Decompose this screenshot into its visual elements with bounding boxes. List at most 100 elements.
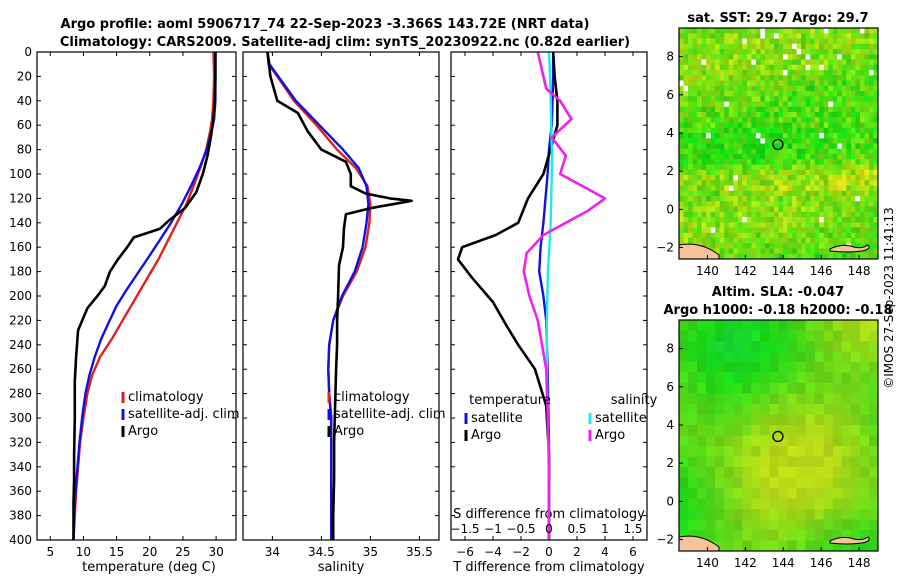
map-cell: [679, 38, 685, 45]
map-cell: [728, 185, 734, 192]
map-cell: [742, 54, 748, 61]
map-cell: [832, 232, 838, 239]
map-cell: [796, 59, 802, 66]
map-cell: [751, 28, 757, 34]
map-cell: [697, 112, 703, 118]
map-cell: [869, 43, 875, 50]
map-cell: [679, 383, 689, 395]
xtick-label: 30: [208, 545, 223, 559]
map-cell: [701, 201, 707, 208]
map-cell: [859, 446, 870, 458]
map-cell: [832, 91, 838, 97]
map-cell: [724, 227, 730, 234]
map-cell: [832, 133, 838, 139]
map-cell: [751, 372, 761, 384]
map-cell: [805, 217, 811, 223]
map-cell: [837, 127, 843, 134]
map-cell: [864, 222, 870, 229]
map-cell: [796, 80, 802, 87]
map-cell: [846, 127, 852, 134]
map-cell: [715, 154, 721, 160]
map-cell: [819, 175, 825, 181]
map-cell: [850, 169, 856, 176]
map-cell: [751, 101, 757, 108]
map-cell: [832, 253, 838, 259]
map-cell: [850, 143, 856, 150]
map-cell: [859, 148, 865, 155]
map-cell: [855, 175, 861, 181]
map-cell: [846, 164, 852, 171]
map-cell: [841, 467, 852, 479]
map-cell: [737, 196, 743, 202]
map-cell: [701, 148, 707, 155]
map-cell: [778, 117, 784, 124]
map-cell: [755, 143, 761, 150]
map-cell: [805, 101, 811, 108]
map-cell: [823, 425, 834, 437]
map-cell: [746, 28, 752, 34]
map-cell: [778, 253, 784, 259]
map-cell: [814, 217, 820, 223]
map-cell: [801, 148, 807, 155]
map-cell: [814, 211, 820, 218]
map-cell: [850, 164, 856, 171]
map-cell: [792, 112, 798, 118]
map-cell: [805, 341, 816, 353]
map-cell: [850, 393, 861, 405]
map-cell: [755, 148, 761, 155]
map-cell: [828, 180, 834, 187]
map-cell: [706, 180, 712, 187]
map-cell: [724, 404, 734, 416]
map-cell: [787, 351, 798, 363]
map-cell: [859, 59, 865, 66]
map-cell: [837, 175, 843, 181]
map-cell: [679, 238, 685, 244]
map-cell: [846, 196, 852, 202]
map-cell: [873, 175, 878, 181]
map-cell: [778, 211, 784, 218]
map-cell: [706, 148, 712, 155]
map-cell: [706, 467, 716, 479]
map-cell: [837, 222, 843, 229]
map-cell: [733, 190, 739, 197]
map-cell: [783, 33, 789, 40]
map-cell: [733, 201, 739, 208]
map-cell: [710, 112, 716, 118]
map-cell: [823, 498, 834, 510]
map-cell: [823, 38, 829, 45]
map-cell: [787, 175, 793, 181]
map-cell: [733, 222, 739, 229]
map-cell: [697, 148, 703, 155]
map-cell: [814, 456, 825, 468]
map-cell: [796, 169, 802, 176]
xtick-label: 148: [848, 556, 871, 570]
map-cell: [683, 238, 689, 244]
map-cell: [697, 54, 703, 61]
map-cell: [701, 101, 707, 108]
map-cell: [710, 217, 716, 223]
map-cell: [742, 456, 752, 468]
map-cell: [755, 196, 761, 202]
ytick-label: 200: [9, 289, 32, 303]
map-cell: [697, 201, 703, 208]
map-cell: [679, 201, 685, 208]
map-cell: [715, 393, 725, 405]
map-cell: [778, 362, 789, 374]
map-cell: [796, 201, 802, 208]
map-cell: [787, 64, 793, 71]
map-cell: [724, 28, 730, 34]
map-cell: [873, 164, 878, 171]
map-cell: [837, 106, 843, 113]
map-cell: [828, 227, 834, 234]
map-cell: [755, 70, 761, 76]
map-cell: [755, 64, 761, 71]
map-cell: [701, 85, 707, 92]
map-cell: [751, 38, 757, 45]
map-cell: [828, 196, 834, 202]
map-cell: [805, 43, 811, 50]
map-cell: [864, 112, 870, 118]
map-cell: [810, 196, 816, 202]
map-cell: [828, 85, 834, 92]
map-cell: [837, 185, 843, 192]
map-cell: [751, 519, 761, 531]
